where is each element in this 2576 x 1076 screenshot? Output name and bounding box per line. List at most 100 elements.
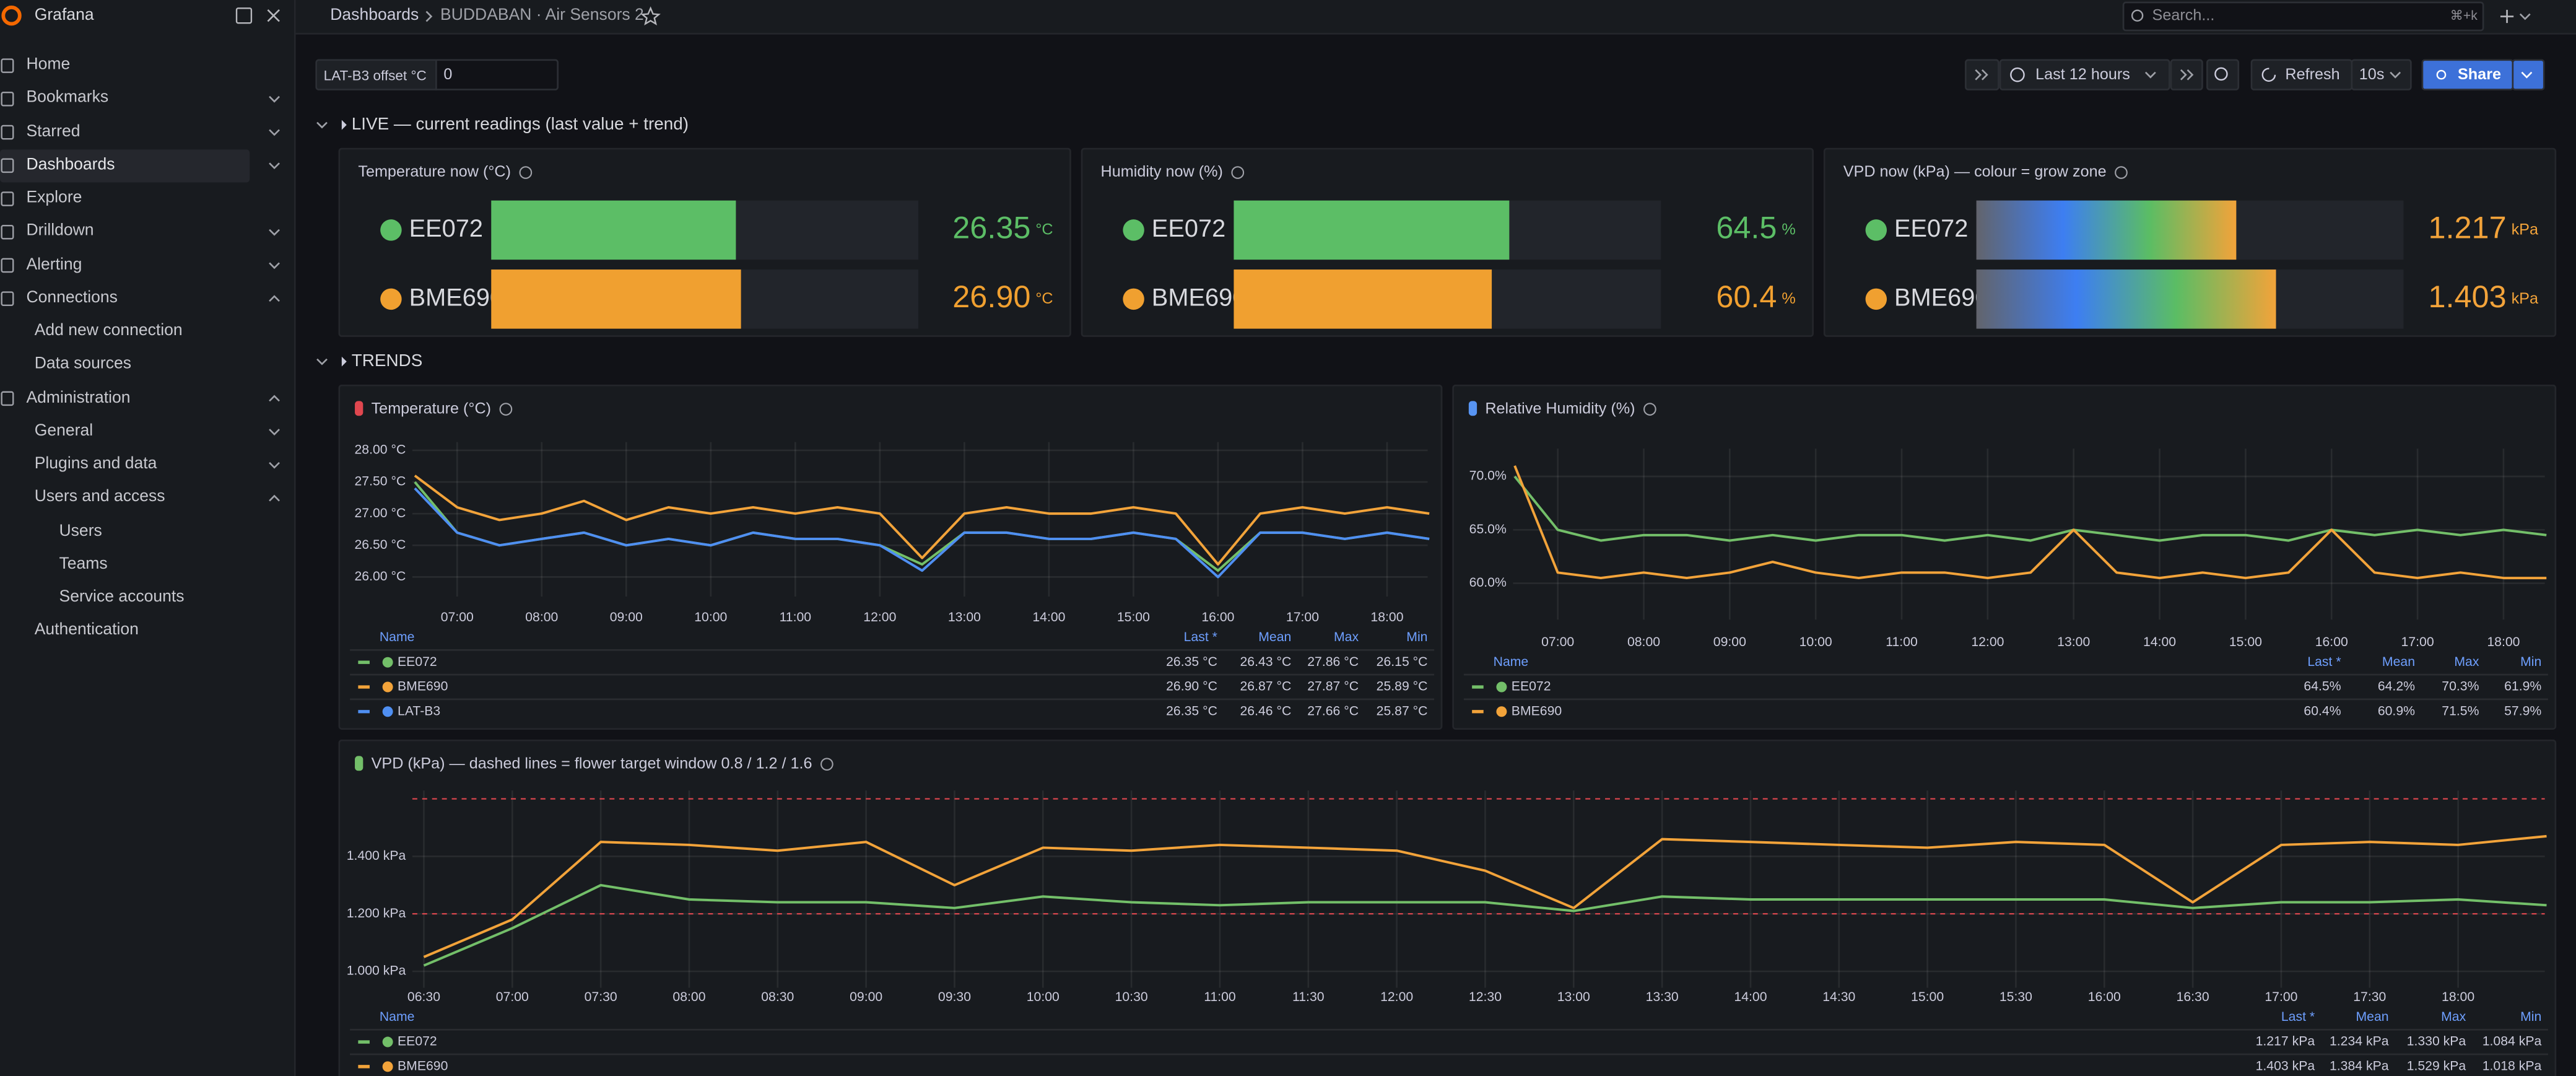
title-icon — [355, 756, 363, 771]
y-tick-label: 27.50 °C — [354, 475, 406, 489]
legend-name: LAT-B3 — [398, 704, 440, 718]
nav-item[interactable]: Authentication — [34, 621, 139, 640]
refresh-interval[interactable] — [2351, 59, 2412, 90]
x-tick-label: 14:00 — [1734, 990, 1767, 1004]
legend-stat: 1.384 kPa — [2330, 1059, 2389, 1073]
legend-stat: 27.87 °C — [1307, 680, 1359, 694]
x-tick-label: 07:00 — [496, 990, 529, 1004]
legend-name: BME690 — [398, 1059, 448, 1073]
row-caret — [341, 120, 347, 130]
stat-panel-canvas: Humidity now (%) EE072 64.5 % BME690 60.4% — [1101, 163, 1796, 329]
nav-item[interactable]: Connections — [26, 289, 118, 307]
legend-stat: 26.46 °C — [1240, 704, 1291, 718]
info-icon — [519, 166, 533, 179]
legend-stat: 71.5% — [2442, 704, 2479, 718]
y-tick-label: 65.0% — [1469, 522, 1507, 536]
x-tick-label: 12:00 — [863, 610, 896, 624]
x-tick-label: 11:30 — [1292, 990, 1325, 1004]
panel-title: Temperature (°C) — [372, 400, 491, 417]
x-tick-label: 11:00 — [1204, 990, 1236, 1004]
nav-item[interactable]: Home — [26, 56, 71, 74]
sensor-name: BME690 — [1894, 284, 1989, 311]
nav-item[interactable]: Users and access — [34, 488, 165, 507]
info-icon — [499, 403, 513, 416]
nav-item[interactable]: Alerting — [26, 255, 82, 274]
nav-item[interactable]: General — [34, 422, 94, 440]
y-tick-label: 70.0% — [1469, 469, 1507, 483]
status-dot — [1123, 219, 1144, 241]
zoom-out-button[interactable] — [2206, 59, 2240, 90]
nav-item[interactable]: Service accounts — [59, 588, 185, 606]
status-dot — [380, 219, 402, 241]
legend-stat: 26.35 °C — [1166, 704, 1217, 718]
x-tick-label: 10:00 — [1027, 990, 1060, 1004]
legend-stat: 26.35 °C — [1166, 655, 1217, 669]
legend-stat: 1.403 kPa — [2256, 1059, 2315, 1073]
timeseries-panel: Temperature (°C) 26.00 °C 26.50 °C 27.00 °C… — [338, 384, 1443, 730]
timeseries-panel: VPD (kPa) — dashed lines = flower target… — [338, 739, 2557, 1076]
nav-item[interactable]: Administration — [26, 388, 131, 407]
panel-title: Humidity now (%) — [1101, 163, 1223, 180]
legend-header: Name — [1494, 655, 1529, 669]
info-icon — [820, 758, 833, 771]
refresh-interval-label: 10s — [2359, 65, 2385, 84]
nav-item[interactable]: Plugins and data — [34, 455, 157, 474]
bar-gauge — [491, 200, 736, 260]
active-item-bg — [0, 149, 250, 182]
breadcrumb[interactable]: BUDDABAN · Air Sensors 2 — [440, 6, 644, 25]
panel-title: VPD now (kPa) — colour = grow zone — [1843, 163, 2107, 180]
x-tick-label: 17:00 — [2401, 635, 2434, 649]
stat-panel-canvas: VPD now (kPa) — colour = grow zone EE072 1… — [1843, 163, 2539, 329]
nav-item[interactable]: Users — [59, 522, 102, 540]
status-dot — [380, 288, 402, 310]
x-tick-label: 07:00 — [1541, 635, 1574, 649]
y-tick-label: 26.00 °C — [354, 569, 406, 584]
bar-gauge — [1976, 269, 2276, 329]
info-icon — [1643, 403, 1656, 416]
legend-header: Last * — [1184, 630, 1217, 644]
stat-unit: % — [1782, 290, 1795, 307]
x-tick-label: 14:00 — [1032, 610, 1065, 624]
legend-header: Min — [1406, 630, 1427, 644]
nav-item[interactable]: Add new connection — [34, 321, 183, 341]
x-tick-label: 09:00 — [850, 990, 882, 1004]
variable-input[interactable] — [435, 59, 559, 90]
nav-item[interactable]: Explore — [26, 189, 82, 208]
breadcrumb[interactable]: Dashboards — [330, 6, 419, 25]
stat-value: 26.35 °C — [952, 210, 1053, 245]
legend-header: Mean — [2382, 655, 2415, 669]
status-dot — [1865, 219, 1887, 241]
nav-item[interactable]: Bookmarks — [26, 89, 109, 108]
nav-item[interactable]: Teams — [59, 555, 108, 574]
x-tick-label: 06:30 — [407, 990, 440, 1004]
nav-item[interactable]: Drilldown — [26, 222, 94, 241]
legend-dot — [1496, 706, 1507, 717]
stat-panel-canvas: Temperature now (°C) EE072 26.35 °C BME690 26… — [358, 163, 1053, 329]
search-shortcut: ⌘+k — [2450, 8, 2478, 24]
legend-header: Name — [380, 630, 415, 644]
search-box[interactable] — [2122, 1, 2484, 32]
time-forward-button[interactable] — [2170, 59, 2203, 90]
legend-stat: 60.9% — [2378, 704, 2415, 718]
legend-name: EE072 — [398, 655, 437, 669]
time-range-picker[interactable] — [1999, 59, 2170, 90]
timeseries-canvas: Temperature (°C) 26.00 °C 26.50 °C 27.00 °C… — [350, 400, 1435, 718]
x-tick-label: 16:00 — [2315, 635, 2348, 649]
timeseries-canvas: VPD (kPa) — dashed lines = flower target… — [347, 755, 2548, 1073]
nav-item[interactable]: Starred — [26, 122, 80, 141]
legend-stat: 1.330 kPa — [2407, 1034, 2466, 1049]
nav-item[interactable]: Data sources — [34, 355, 132, 374]
legend-header: Mean — [2356, 1010, 2388, 1024]
legend-stat: 1.018 kPa — [2482, 1059, 2542, 1073]
x-tick-label: 10:00 — [1799, 635, 1832, 649]
search-placeholder: Search... — [2152, 7, 2215, 25]
x-tick-label: 09:00 — [610, 610, 643, 624]
time-back-button[interactable] — [1965, 59, 1999, 90]
section-title[interactable]: TRENDS — [351, 351, 423, 371]
share-menu-button[interactable] — [2512, 59, 2545, 90]
section-title[interactable]: LIVE — current readings (last value + tr… — [351, 115, 689, 134]
timeseries-canvas: Relative Humidity (%) 60.0% 65.0% 70.0% 07:0… — [1463, 400, 2548, 718]
time-range: Last 12 hours — [2035, 65, 2130, 84]
nav-item[interactable]: Dashboards — [26, 155, 115, 174]
